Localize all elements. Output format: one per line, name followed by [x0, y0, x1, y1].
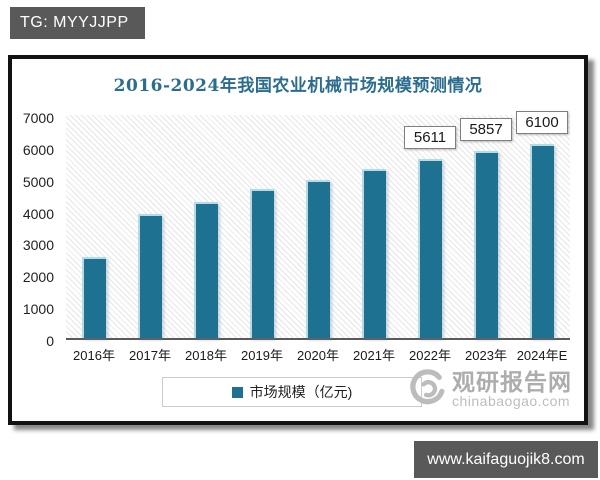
footer-url-bar: www.kaifaguojik8.com	[414, 441, 598, 478]
bar-2021年	[362, 169, 386, 338]
x-tick-2022年: 2022年	[409, 348, 451, 363]
y-tick-2000: 2000	[22, 269, 54, 286]
y-tick-7000: 7000	[22, 110, 54, 126]
legend: 市场规模（亿元)	[162, 377, 422, 407]
bar-value-label-2024年E: 6100	[516, 111, 568, 134]
tg-banner-text: TG: MYYJJPP	[20, 14, 129, 31]
legend-label: 市场规模（亿元)	[249, 384, 353, 400]
bar-value-label-2023年: 5857	[460, 118, 512, 141]
x-tick-2017年: 2017年	[129, 348, 171, 363]
chart-title: 2016-2024年我国农业机械市场规模预测情况	[113, 76, 483, 96]
bar-2018年	[194, 202, 218, 338]
watermark: 观研报告网 chinabaogao.com	[406, 366, 572, 413]
y-tick-5000: 5000	[22, 173, 54, 190]
y-tick-4000: 4000	[22, 205, 54, 222]
plot-area: 5611 5857 6100	[66, 111, 570, 340]
bar-2016年	[82, 257, 106, 338]
bar-value-label-2022年: 5611	[404, 126, 456, 149]
bar-2022年	[418, 159, 442, 338]
bar-2017年	[138, 214, 162, 338]
bar-2023年	[474, 151, 498, 338]
x-axis: 2016年 2017年 2018年 2019年 2020年 2021年 2022年 2023年…	[66, 345, 570, 364]
watermark-site-url: chinabaogao.com	[452, 393, 571, 410]
chart-frame: 2016-2024年我国农业机械市场规模预测情况 0 1000 2000 3000 40…	[8, 55, 588, 425]
x-tick-2019年: 2019年	[241, 348, 283, 363]
footer-url-text: www.kaifaguojik8.com	[427, 450, 585, 468]
watermark-text: 观研报告网 chinabaogao.com	[452, 370, 572, 409]
x-tick-2018年: 2018年	[185, 348, 227, 363]
bar-2019年	[250, 189, 274, 338]
legend-swatch-icon	[231, 386, 243, 398]
plot-wrap: 0 1000 2000 3000 4000 5000 6000 7000 5611 5857 61…	[23, 110, 570, 363]
x-tick-2023年: 2023年	[465, 348, 507, 363]
x-tick-2024年E: 2024年E	[516, 348, 568, 363]
tg-banner: TG: MYYJJPP	[10, 7, 145, 39]
bar-2024年E	[530, 144, 554, 338]
y-tick-1000: 1000	[22, 301, 54, 318]
y-axis: 0 1000 2000 3000 4000 5000 6000 7000	[14, 110, 58, 349]
bar-2020年	[306, 180, 330, 338]
y-tick-3000: 3000	[22, 237, 54, 254]
watermark-swirl-icon	[406, 366, 448, 413]
watermark-site-name: 观研报告网	[452, 369, 572, 396]
x-tick-2016年: 2016年	[73, 348, 115, 363]
x-tick-2021年: 2021年	[353, 348, 395, 363]
y-tick-0: 0	[46, 333, 54, 349]
x-tick-2020年: 2020年	[297, 348, 339, 363]
y-tick-6000: 6000	[22, 141, 54, 158]
